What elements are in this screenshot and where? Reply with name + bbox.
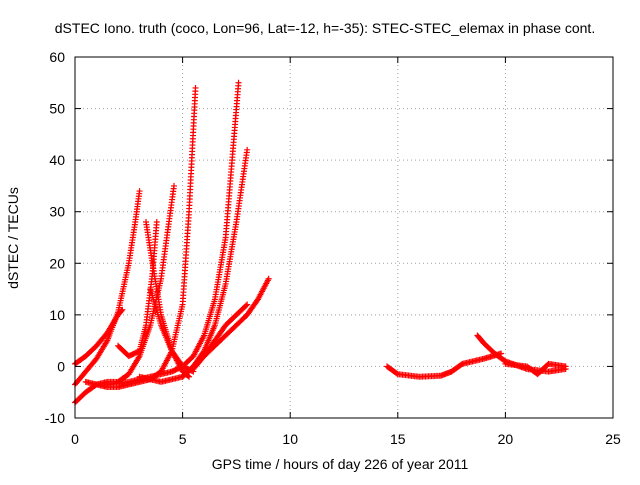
data-point xyxy=(393,370,400,377)
y-tick-label: 50 xyxy=(49,101,65,117)
x-tick-label: 15 xyxy=(390,431,406,447)
series-7 xyxy=(104,79,242,388)
x-tick-label: 25 xyxy=(605,431,621,447)
chart-title: dSTEC Iono. truth (coco, Lon=96, Lat=-12… xyxy=(55,20,595,36)
data-point xyxy=(243,302,250,309)
data-point xyxy=(562,363,569,370)
plot-frame xyxy=(74,56,614,419)
series-1 xyxy=(72,188,143,388)
data-point xyxy=(235,79,242,86)
y-tick-label: 60 xyxy=(49,49,65,65)
y-tick-label: 20 xyxy=(49,255,65,271)
data-point xyxy=(192,84,199,91)
series-12 xyxy=(474,332,569,375)
y-axis-label: dSTEC / TECUs xyxy=(5,187,21,289)
data-point xyxy=(186,373,193,380)
series-13 xyxy=(502,360,569,378)
y-tick-label: 30 xyxy=(49,204,65,220)
ticks-layer: 0 5 10 15 20 25 -10 0 10 20 30 40 50 60 xyxy=(45,49,621,447)
y-tick-label: 40 xyxy=(49,152,65,168)
x-tick-label: 0 xyxy=(71,431,79,447)
y-tick-label: 10 xyxy=(49,307,65,323)
x-tick-label: 5 xyxy=(179,431,187,447)
data-point xyxy=(265,275,272,282)
series-8 xyxy=(136,146,251,385)
x-axis-label: GPS time / hours of day 226 of year 2011 xyxy=(212,456,469,472)
y-tick-label: -10 xyxy=(45,410,65,426)
x-tick-label: 10 xyxy=(282,431,298,447)
data-point xyxy=(170,182,177,189)
x-tick-label: 20 xyxy=(498,431,514,447)
data-point xyxy=(136,188,143,195)
data-point xyxy=(244,146,251,153)
data-point xyxy=(118,307,125,314)
y-tick-label: 0 xyxy=(57,358,65,374)
marks-layer xyxy=(72,79,569,406)
data-point xyxy=(244,301,251,308)
data-point xyxy=(153,219,160,226)
series-10 xyxy=(190,301,251,373)
series-11 xyxy=(384,350,505,380)
